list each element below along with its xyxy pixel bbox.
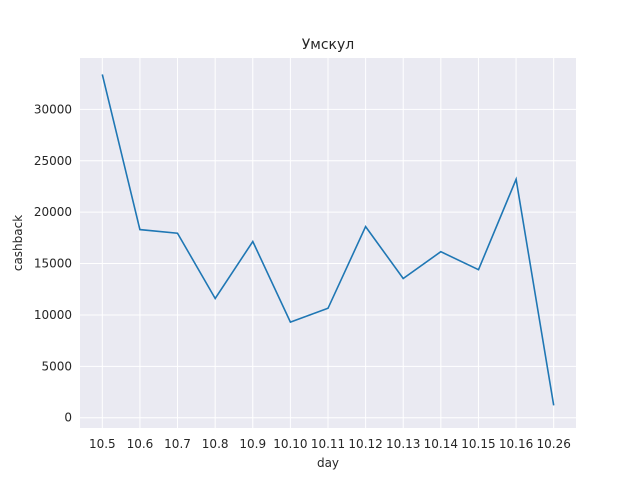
x-tick-label: 10.16	[499, 437, 533, 451]
x-tick-label: 10.10	[273, 437, 307, 451]
y-tick-label: 15000	[34, 257, 72, 271]
x-axis-label: day	[317, 456, 339, 470]
y-tick-label: 0	[64, 411, 72, 425]
x-tick-label: 10.12	[348, 437, 382, 451]
x-tick-label: 10.5	[89, 437, 116, 451]
x-tick-label: 10.8	[202, 437, 229, 451]
y-axis-ticks: 0 5000 10000 15000 20000 25000 30000	[34, 102, 72, 424]
x-tick-label: 10.6	[127, 437, 154, 451]
grid	[80, 58, 576, 428]
y-tick-label: 30000	[34, 102, 72, 116]
y-tick-label: 10000	[34, 308, 72, 322]
x-tick-label: 10.9	[239, 437, 266, 451]
x-tick-label: 10.15	[461, 437, 495, 451]
x-axis-ticks: 10.5 10.6 10.7 10.8 10.9 10.10 10.11 10.12 10.13…	[89, 437, 571, 451]
x-tick-label: 10.11	[311, 437, 345, 451]
y-tick-label: 5000	[41, 359, 72, 373]
chart-title: Умскул	[302, 37, 354, 53]
y-tick-label: 20000	[34, 205, 72, 219]
x-tick-label: 10.14	[424, 437, 458, 451]
x-tick-label: 10.26	[537, 437, 571, 451]
x-tick-label: 10.7	[164, 437, 191, 451]
x-tick-label: 10.13	[386, 437, 420, 451]
y-axis-label: cashback	[11, 215, 25, 271]
series-line	[101, 74, 555, 406]
y-tick-label: 25000	[34, 154, 72, 168]
